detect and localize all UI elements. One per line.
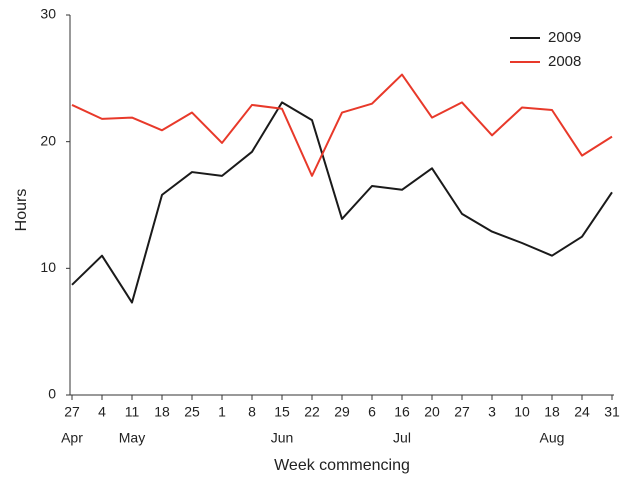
legend-label: 2009 (548, 29, 581, 46)
x-tick-label: 6 (368, 404, 376, 420)
x-tick-label: 20 (424, 404, 440, 420)
y-tick-label: 0 (48, 386, 56, 402)
y-tick-label: 10 (40, 259, 56, 275)
month-label: Jun (271, 430, 294, 446)
x-tick-label: 25 (184, 404, 200, 420)
x-tick-label: 29 (334, 404, 350, 420)
x-tick-label: 11 (125, 404, 140, 420)
month-label: Aug (540, 430, 565, 446)
month-label: May (119, 430, 145, 446)
x-tick-label: 1 (218, 404, 226, 420)
series-line (71, 101, 613, 304)
x-tick-label: 24 (574, 404, 590, 420)
x-tick-label: 16 (394, 404, 410, 420)
x-tick-label: 27 (64, 404, 80, 420)
x-tick-label: 18 (544, 404, 560, 420)
x-tick-label: 8 (248, 404, 256, 420)
x-tick-label: 10 (514, 404, 530, 420)
x-axis-title: Week commencing (274, 457, 410, 474)
x-tick-label: 31 (604, 404, 620, 420)
y-tick-label: 30 (40, 6, 56, 22)
x-tick-label: 3 (488, 404, 496, 420)
x-tick-label: 15 (274, 404, 290, 420)
x-tick-label: 27 (454, 404, 470, 420)
month-label: Jul (393, 430, 411, 446)
series-line (71, 73, 613, 177)
x-tick-label: 22 (304, 404, 320, 420)
x-tick-label: 4 (98, 404, 106, 420)
x-tick-label: 18 (154, 404, 170, 420)
y-tick-label: 20 (40, 132, 56, 148)
y-axis-title: Hours (13, 189, 30, 232)
legend-label: 2008 (548, 53, 581, 70)
month-label: Apr (61, 430, 83, 446)
